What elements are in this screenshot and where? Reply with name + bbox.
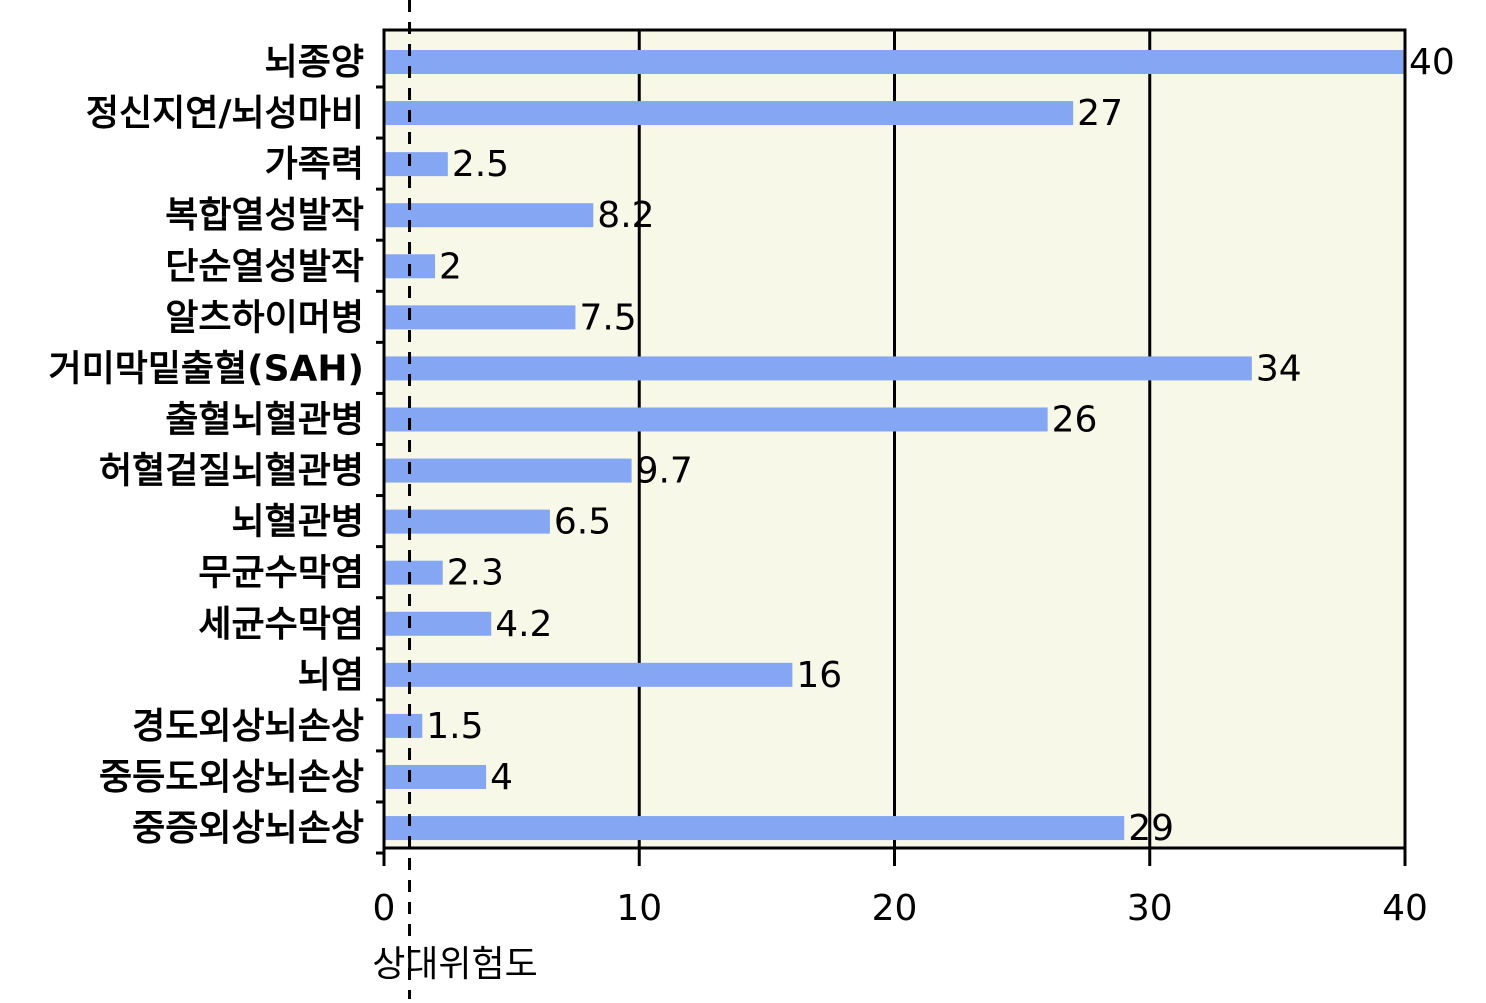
value-label: 34 (1256, 348, 1302, 389)
y-tick-label: 허혈겉질뇌혈관병 (99, 451, 364, 492)
y-tick-label: 뇌염 (298, 655, 364, 696)
bar (384, 356, 1252, 381)
x-tick-label: 10 (616, 888, 662, 929)
value-label: 9.7 (636, 451, 693, 492)
x-tick-label: 40 (1382, 888, 1428, 929)
bar (384, 458, 632, 483)
y-tick-label: 경도외상뇌손상 (132, 706, 364, 747)
bar (384, 713, 423, 738)
y-tick-label: 세균수막염 (198, 604, 364, 645)
bar (384, 203, 594, 228)
bar (384, 101, 1074, 126)
y-tick-label: 중증외상뇌손상 (132, 808, 364, 849)
x-tick-label: 20 (872, 888, 918, 929)
value-label: 1.5 (426, 706, 483, 747)
value-label: 40 (1409, 42, 1455, 83)
bar (384, 50, 1405, 74)
x-tick-label: 30 (1127, 888, 1173, 929)
value-label: 27 (1077, 93, 1123, 134)
x-axis-label: 상대위험도 (372, 944, 538, 985)
value-label: 8.2 (597, 195, 654, 236)
value-label: 29 (1128, 808, 1174, 849)
value-label: 4.2 (495, 604, 552, 645)
y-tick-label: 출혈뇌혈관병 (165, 399, 364, 440)
value-label: 2 (439, 246, 462, 287)
value-label: 6.5 (554, 502, 611, 543)
y-tick-label: 뇌혈관병 (232, 502, 364, 543)
bar (384, 662, 793, 687)
bar (384, 305, 576, 330)
value-label: 26 (1052, 399, 1098, 440)
value-label: 2.5 (452, 144, 509, 185)
y-tick-label: 복합열성발작 (165, 195, 364, 236)
y-tick-label: 정신지연/뇌성마비 (86, 93, 364, 134)
x-tick-label: 0 (373, 888, 396, 929)
bar (384, 764, 487, 789)
bar (384, 560, 443, 585)
bar (384, 407, 1048, 432)
bar (384, 611, 492, 636)
y-tick-label: 거미막밑출혈(SAH) (48, 348, 364, 389)
value-label: 16 (796, 655, 842, 696)
bar (384, 816, 1125, 841)
bar (384, 509, 550, 534)
y-tick-label: 가족력 (265, 144, 364, 185)
y-tick-label: 중등도외상뇌손상 (99, 757, 364, 798)
plot-border (382, 28, 1407, 850)
y-tick-label: 무균수막염 (198, 553, 364, 594)
value-label: 4 (490, 757, 513, 798)
bar (384, 152, 448, 177)
y-tick-label: 뇌종양 (265, 42, 364, 83)
value-label: 2.3 (447, 553, 504, 594)
y-tick-label: 단순열성발작 (165, 246, 364, 287)
value-label: 7.5 (579, 297, 636, 338)
y-tick-label: 알츠하이머병 (165, 297, 364, 338)
